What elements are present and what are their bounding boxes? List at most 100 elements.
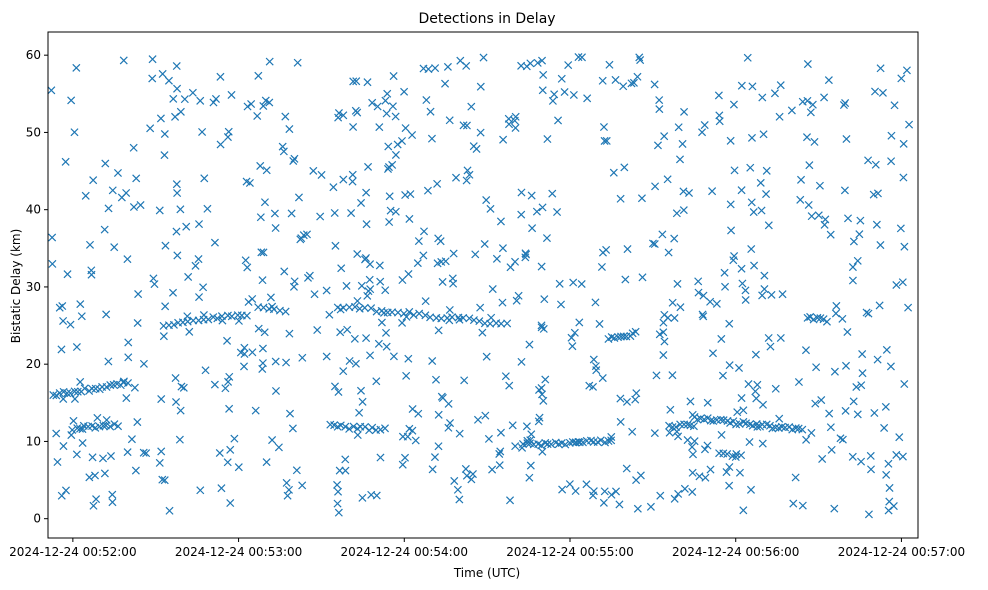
data-point	[362, 188, 371, 197]
data-point	[905, 120, 914, 129]
data-point	[434, 410, 443, 419]
data-point	[313, 326, 322, 335]
data-point	[247, 99, 256, 109]
data-point	[258, 344, 267, 353]
data-point	[725, 319, 734, 328]
data-point	[659, 328, 668, 337]
data-point	[547, 440, 556, 449]
data-point	[715, 117, 724, 126]
data-point	[173, 189, 182, 198]
data-point	[90, 471, 100, 480]
data-point	[718, 371, 727, 380]
data-point	[522, 250, 531, 259]
data-point	[129, 202, 138, 212]
data-point	[459, 121, 468, 130]
data-point	[492, 254, 501, 263]
data-point	[511, 442, 520, 451]
data-point	[465, 314, 474, 323]
data-point	[53, 457, 62, 467]
data-point	[703, 398, 712, 407]
data-point	[534, 385, 544, 394]
data-point	[443, 62, 452, 71]
data-point	[741, 286, 750, 295]
data-point	[254, 324, 263, 333]
data-point	[383, 89, 392, 98]
data-point	[413, 259, 422, 268]
data-point	[467, 102, 476, 111]
data-point	[753, 380, 762, 389]
data-point	[726, 136, 735, 145]
data-point	[376, 425, 385, 434]
data-point	[619, 82, 628, 91]
data-point	[505, 381, 514, 390]
data-point	[882, 345, 891, 354]
data-point	[514, 291, 523, 300]
data-point	[76, 377, 85, 386]
data-point	[242, 177, 251, 186]
data-point	[855, 230, 864, 239]
data-point	[339, 175, 348, 184]
data-point	[310, 290, 319, 299]
data-point	[216, 140, 225, 149]
data-point	[824, 76, 833, 85]
data-point	[791, 424, 800, 433]
data-point	[67, 96, 76, 105]
data-point	[293, 58, 302, 67]
data-point	[102, 415, 111, 425]
data-point	[558, 485, 567, 494]
data-point	[700, 445, 709, 454]
data-point	[171, 397, 181, 407]
data-point	[336, 328, 345, 337]
data-point	[744, 380, 753, 389]
data-point	[631, 395, 640, 404]
data-point	[660, 132, 669, 141]
data-point	[419, 227, 429, 236]
data-point	[133, 418, 142, 427]
data-point	[488, 465, 497, 474]
data-point	[271, 357, 280, 366]
data-point	[57, 491, 66, 500]
data-point	[158, 475, 167, 484]
data-point	[798, 97, 807, 106]
data-point	[348, 170, 357, 179]
data-point	[537, 321, 546, 330]
data-point	[194, 255, 203, 264]
data-point	[813, 313, 822, 322]
data-point	[108, 186, 117, 195]
data-point	[226, 445, 235, 454]
data-point	[534, 417, 543, 426]
data-point	[58, 301, 67, 311]
data-point	[698, 128, 707, 137]
data-point	[243, 263, 252, 272]
data-point	[164, 76, 173, 85]
data-point	[776, 333, 785, 343]
x-tick-label: 2024-12-24 00:52:00	[9, 545, 136, 559]
data-point	[467, 475, 476, 484]
data-point	[401, 124, 410, 133]
data-point	[362, 334, 371, 343]
data-point	[77, 312, 86, 321]
data-point	[428, 356, 437, 366]
data-point	[900, 379, 909, 389]
data-point	[762, 166, 771, 175]
data-point	[776, 81, 785, 90]
data-point	[716, 415, 725, 424]
data-point	[376, 277, 385, 286]
data-point	[538, 203, 547, 212]
data-point	[857, 381, 866, 390]
data-point	[428, 465, 437, 474]
data-point	[374, 339, 383, 348]
data-point	[449, 279, 458, 288]
data-point	[241, 256, 250, 265]
data-point	[403, 432, 412, 441]
data-point	[139, 359, 148, 368]
x-tick-label: 2024-12-24 00:56:00	[672, 545, 799, 559]
data-point	[280, 267, 289, 276]
data-point	[161, 302, 170, 311]
data-point	[555, 279, 564, 288]
data-point	[203, 204, 212, 213]
data-point	[882, 470, 891, 479]
data-point	[225, 372, 234, 381]
data-point	[735, 468, 744, 477]
data-point	[537, 441, 546, 450]
